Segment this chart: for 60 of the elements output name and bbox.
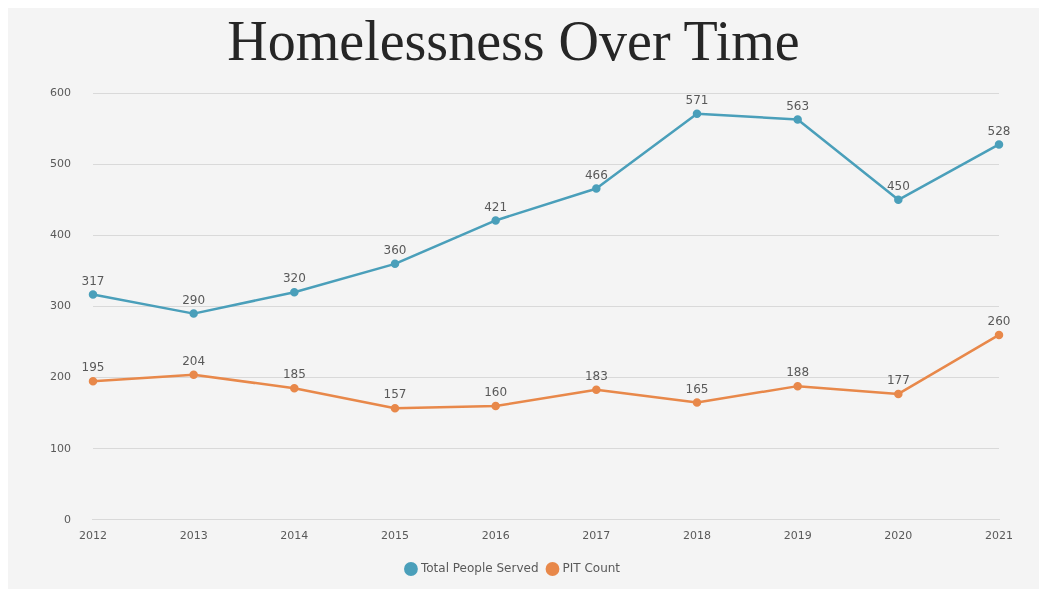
y-tick-label: 100 [50, 441, 71, 455]
data-label: 183 [584, 368, 608, 383]
point [290, 288, 299, 297]
data-label: 195 [81, 360, 105, 375]
y-tick-label: 200 [50, 370, 71, 384]
point [88, 290, 98, 299]
data-label: 450 [886, 178, 910, 193]
legend-label: PIT Count [562, 561, 621, 576]
y-tick-label: 300 [50, 299, 71, 313]
x-tick-label: 2012 [79, 529, 107, 543]
point [692, 109, 702, 119]
point [793, 115, 802, 124]
data-label: 528 [987, 123, 1011, 138]
point [390, 259, 400, 269]
x-tick-label: 2020 [884, 529, 913, 543]
x-tick-label: 2018 [683, 529, 711, 543]
data-label: 360 [383, 242, 407, 257]
data-label: 160 [484, 385, 508, 400]
data-label: 188 [786, 365, 810, 380]
y-tick-label: 0 [64, 512, 71, 526]
x-tick-label: 2014 [280, 529, 309, 543]
point [894, 389, 903, 399]
data-label: 571 [685, 92, 709, 107]
point [994, 140, 1004, 149]
data-label: 204 [182, 353, 206, 368]
x-tick-label: 2019 [783, 529, 812, 543]
point [994, 330, 1004, 340]
chart-title: Homelessness Over Time [227, 10, 800, 73]
data-label: 466 [584, 167, 608, 182]
legend-label: Total People Served [419, 561, 539, 576]
point [189, 309, 198, 318]
point [189, 370, 198, 380]
data-label: 320 [282, 271, 306, 286]
x-tick-label: 2021 [985, 529, 1013, 543]
point [491, 401, 500, 411]
point [894, 195, 903, 205]
data-label: 421 [484, 199, 508, 214]
x-tick-label: 2017 [582, 529, 611, 543]
point [290, 384, 299, 393]
x-tick-label: 2013 [179, 529, 208, 543]
y-tick-label: 500 [50, 157, 71, 171]
point [793, 381, 802, 391]
data-label: 185 [282, 367, 306, 382]
data-label: 177 [886, 373, 910, 388]
y-tick-label: 400 [50, 228, 71, 242]
data-label: 290 [182, 292, 206, 307]
x-tick-label: 2016 [481, 529, 510, 543]
data-label: 165 [685, 381, 709, 396]
point [491, 216, 500, 225]
y-tick-label: 600 [50, 86, 71, 100]
data-label: 317 [81, 273, 105, 288]
data-label: 157 [383, 387, 407, 402]
point [88, 376, 98, 386]
x-tick-label: 2015 [381, 529, 409, 543]
point [592, 184, 601, 193]
point [592, 385, 601, 394]
point [692, 398, 702, 407]
point [390, 403, 400, 413]
data-label: 563 [786, 98, 810, 113]
data-label: 260 [987, 314, 1011, 329]
